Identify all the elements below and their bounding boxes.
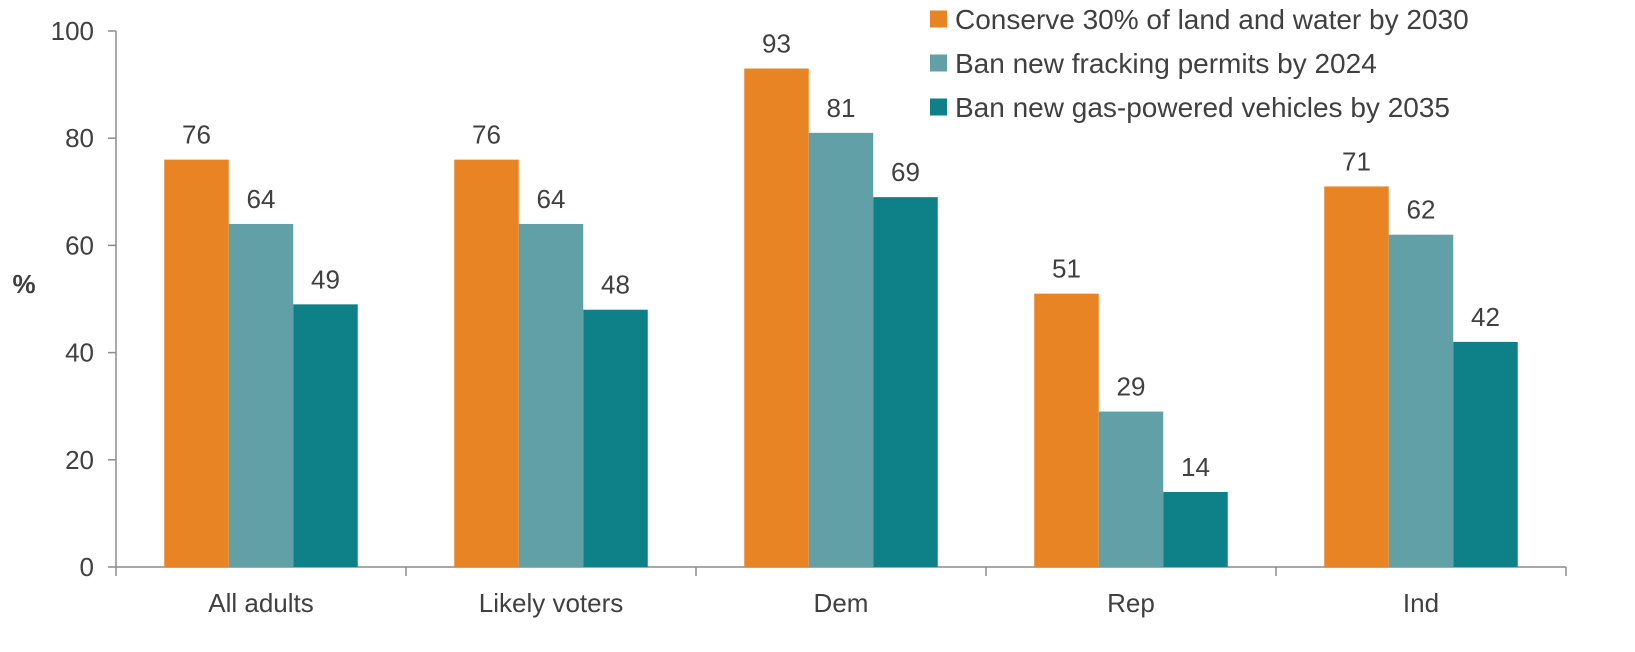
y-tick-label: 0 <box>80 552 94 582</box>
y-tick-label: 40 <box>65 338 94 368</box>
bar-value-label: 69 <box>891 157 920 187</box>
bar-value-label: 48 <box>601 270 630 300</box>
bar <box>808 132 874 567</box>
x-tick-label: Dem <box>814 588 869 618</box>
bar-value-label: 42 <box>1471 302 1500 332</box>
bar <box>1034 293 1099 567</box>
legend-swatch <box>930 54 947 72</box>
bar <box>1163 491 1228 567</box>
y-tick-label: 20 <box>65 445 94 475</box>
bar <box>873 197 938 567</box>
bar-value-label: 49 <box>311 264 340 294</box>
bar <box>583 309 648 567</box>
legend-swatch <box>930 98 947 116</box>
y-tick-label: 60 <box>65 230 94 260</box>
y-tick-label: 100 <box>51 16 94 46</box>
bars <box>164 68 1518 568</box>
bar-value-label: 64 <box>537 184 566 214</box>
bar <box>744 68 809 568</box>
legend-label: Conserve 30% of land and water by 2030 <box>955 4 1469 35</box>
bar <box>1388 234 1454 567</box>
bar <box>1098 411 1164 567</box>
bar <box>164 159 229 567</box>
data-labels: 76 64 49 76 64 48 93 81 69 51 29 14 71 62 42 <box>182 29 1500 482</box>
bar <box>293 304 358 567</box>
y-axis-title: % <box>12 269 35 299</box>
x-tick-label: Likely voters <box>479 588 624 618</box>
x-axis: All adults Likely voters Dem Rep Ind <box>115 566 1567 618</box>
x-tick-label: All adults <box>208 588 314 618</box>
bar-value-label: 14 <box>1181 452 1210 482</box>
bar-value-label: 76 <box>182 120 211 150</box>
legend-swatch <box>930 10 947 28</box>
x-tick-label: Ind <box>1403 588 1439 618</box>
bar-value-label: 93 <box>762 29 791 59</box>
bar-value-label: 51 <box>1052 254 1081 284</box>
bar-value-label: 81 <box>827 93 856 123</box>
bar-value-label: 29 <box>1117 372 1146 402</box>
y-tick-label: 80 <box>65 123 94 153</box>
bar <box>228 223 294 567</box>
bar <box>518 223 584 567</box>
y-axis: 0 20 40 60 80 100 <box>51 16 117 582</box>
bar <box>454 159 519 567</box>
legend-label: Ban new gas-powered vehicles by 2035 <box>955 92 1450 123</box>
bar-value-label: 64 <box>247 184 276 214</box>
bar-value-label: 71 <box>1342 146 1371 176</box>
bar-value-label: 76 <box>472 120 501 150</box>
x-tick-label: Rep <box>1107 588 1155 618</box>
legend-label: Ban new fracking permits by 2024 <box>955 48 1377 79</box>
bar <box>1453 341 1518 567</box>
bar <box>1324 186 1389 567</box>
legend: Conserve 30% of land and water by 2030 Ba… <box>930 4 1469 123</box>
bar-value-label: 62 <box>1407 195 1436 225</box>
